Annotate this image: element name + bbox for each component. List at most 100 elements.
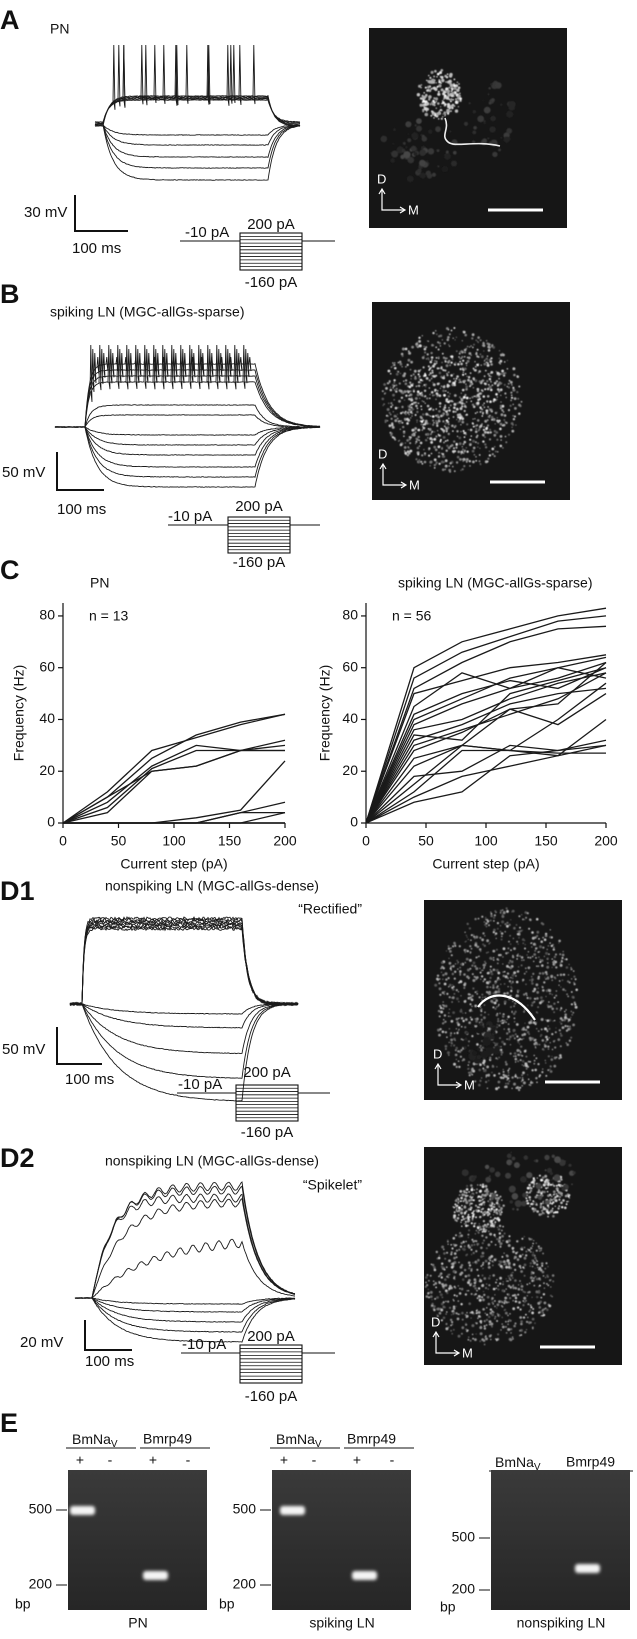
stain-dot xyxy=(446,428,448,430)
stain-dot xyxy=(482,1198,484,1200)
stain-dot xyxy=(447,1300,450,1303)
marker-unit: bp xyxy=(219,1596,235,1612)
stain-dot xyxy=(451,1247,454,1250)
stain-dot xyxy=(457,86,461,90)
stain-dot xyxy=(490,914,493,918)
stain-dot xyxy=(438,982,441,985)
stain-dot xyxy=(462,359,465,362)
stain-dot xyxy=(455,1305,457,1308)
stain-dot xyxy=(410,406,413,409)
stain-dot xyxy=(393,437,396,440)
stain-dot xyxy=(482,963,486,967)
stain-dot xyxy=(439,1004,442,1008)
stain-dot xyxy=(500,1053,503,1056)
stain-dot xyxy=(567,1027,570,1031)
stain-dot xyxy=(450,90,453,93)
stain-dot xyxy=(510,919,512,921)
stain-dot xyxy=(471,1219,474,1221)
stain-dot xyxy=(502,947,506,951)
stain-dot xyxy=(562,950,564,953)
stain-dot xyxy=(551,1055,553,1057)
stain-dot xyxy=(407,138,412,143)
stain-dot xyxy=(431,359,433,361)
stain-dot xyxy=(453,452,455,454)
stain-dot xyxy=(442,1286,445,1290)
stain-dot xyxy=(497,1285,499,1287)
stain-dot xyxy=(469,1339,472,1342)
stain-dot xyxy=(558,980,561,982)
stain-dot xyxy=(495,937,497,940)
stain-dot xyxy=(534,1047,537,1049)
stain-dot xyxy=(462,430,465,432)
stain-dot xyxy=(502,963,504,965)
stain-dot xyxy=(490,1226,493,1228)
stain-dot xyxy=(475,351,478,354)
stain-dot xyxy=(451,1001,453,1003)
stain-dot xyxy=(434,1282,438,1285)
gel-caption: nonspiking LN xyxy=(517,1615,606,1631)
stain-dot xyxy=(500,394,502,396)
stain-dot xyxy=(517,397,520,400)
stain-dot xyxy=(508,1030,511,1033)
stain-dot xyxy=(544,1169,547,1172)
stain-dot xyxy=(533,1181,535,1184)
stain-dot xyxy=(475,1204,478,1207)
stain-dot xyxy=(508,1037,511,1041)
stain-dot xyxy=(447,977,450,980)
stain-dot xyxy=(440,117,443,120)
stain-dot xyxy=(420,84,423,86)
stain-dot xyxy=(508,433,510,436)
stain-dot xyxy=(506,972,510,975)
voltage-trace xyxy=(74,1181,296,1299)
stain-dot xyxy=(456,375,459,378)
stain-dot xyxy=(436,360,438,363)
stain-dot xyxy=(459,1265,463,1269)
stain-dot xyxy=(507,1077,510,1080)
stain-dot xyxy=(497,1288,500,1291)
stain-dot xyxy=(484,1286,488,1290)
stain-dot xyxy=(529,1060,532,1063)
stain-dot xyxy=(471,449,475,453)
stain-dot xyxy=(488,1226,490,1229)
stain-dot xyxy=(441,1262,444,1265)
stain-dot xyxy=(484,996,487,999)
stain-dot xyxy=(474,1284,476,1287)
stain-dot xyxy=(500,983,502,985)
stain-dot xyxy=(461,1193,465,1197)
stain-dot xyxy=(440,1308,444,1312)
stain-dot xyxy=(509,1313,511,1315)
stain-dot xyxy=(488,454,492,457)
stain-dot xyxy=(504,435,507,438)
data-line xyxy=(365,607,607,824)
stain-dot xyxy=(444,1044,448,1048)
stain-dot xyxy=(465,1316,468,1319)
stain-dot xyxy=(455,1244,457,1247)
stain-dot xyxy=(421,391,423,394)
stain-dot xyxy=(419,415,422,419)
stain-dot xyxy=(449,1015,452,1018)
stain-dot xyxy=(447,446,451,450)
stain-dot xyxy=(453,977,456,980)
stain-dot xyxy=(484,1211,488,1215)
stain-dot xyxy=(528,1196,531,1199)
x-axis-label: Current step (pA) xyxy=(432,856,539,872)
stain-dot xyxy=(458,401,462,404)
stain-dot xyxy=(428,1279,430,1282)
stain-dot xyxy=(561,1206,564,1209)
stain-dot xyxy=(460,963,463,966)
stain-dot xyxy=(420,369,422,371)
stain-dot xyxy=(560,960,564,963)
stain-dot xyxy=(467,1195,469,1197)
stain-dot xyxy=(428,129,433,134)
stain-dot xyxy=(491,1001,494,1004)
stain-dot xyxy=(501,409,504,412)
stain-dot xyxy=(488,924,490,927)
stain-dot xyxy=(505,1332,508,1334)
stain-dot xyxy=(441,1022,445,1025)
gel-band xyxy=(70,1506,95,1515)
stain-dot xyxy=(475,441,477,444)
stain-dot xyxy=(484,935,486,937)
x-tick-label: 100 xyxy=(162,833,186,849)
stain-dot xyxy=(494,1197,498,1200)
stain-dot xyxy=(523,1236,525,1238)
